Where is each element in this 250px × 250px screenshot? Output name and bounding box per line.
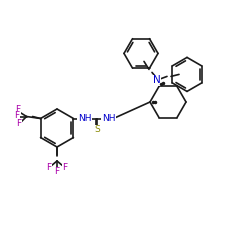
Text: F: F <box>62 164 68 172</box>
Text: F: F <box>15 105 20 114</box>
Text: F: F <box>14 111 19 120</box>
Text: F: F <box>46 164 52 172</box>
Text: NH: NH <box>102 114 115 123</box>
Text: F: F <box>54 168 60 176</box>
Text: N: N <box>153 76 161 86</box>
Text: NH: NH <box>78 114 91 123</box>
Text: F: F <box>16 119 21 128</box>
Text: S: S <box>94 125 100 134</box>
